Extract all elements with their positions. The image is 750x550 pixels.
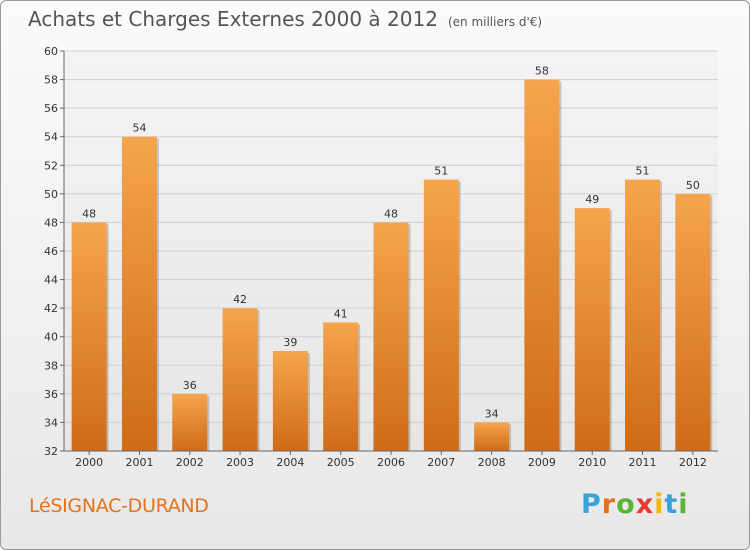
data-label: 42 [233,293,247,306]
bar [71,222,107,451]
y-tick-label: 52 [44,159,58,172]
logo-letter: x [635,489,655,520]
y-tick-label: 50 [44,188,58,201]
bar [524,79,560,452]
x-tick-label: 2010 [578,456,606,469]
chart-subtitle: (en milliers d'€) [447,15,543,29]
y-tick-label: 56 [44,102,58,115]
y-tick-label: 58 [44,74,58,87]
x-tick-label: 2005 [327,456,355,469]
bar [323,322,359,451]
y-tick-label: 42 [44,302,58,315]
y-tick-label: 44 [44,274,58,287]
proxiti-logo: Proxiti [581,489,689,520]
bar [272,351,308,451]
logo-letter: P [581,489,602,520]
y-tick-label: 46 [44,245,58,258]
chart-title: Achats et Charges Externes 2000 à 2012 (e… [28,7,542,31]
data-label: 51 [636,165,650,178]
x-tick-label: 2008 [478,456,506,469]
data-label: 41 [334,307,348,320]
bar [172,393,208,451]
data-label: 54 [132,122,146,135]
y-tick-label: 48 [44,216,58,229]
bar [625,179,661,452]
bar [121,136,157,451]
data-label: 36 [183,379,197,392]
logo-letter: o [616,489,636,520]
x-tick-label: 2000 [75,456,103,469]
y-tick-label: 38 [44,359,58,372]
y-tick-label: 32 [44,445,58,458]
x-tick-label: 2007 [427,456,455,469]
data-label: 48 [82,207,96,220]
data-label: 39 [283,336,297,349]
x-tick-label: 2009 [528,456,556,469]
x-tick-label: 2004 [276,456,304,469]
logo-letter: t [664,489,679,520]
data-label: 58 [535,65,549,78]
data-label: 48 [384,207,398,220]
x-tick-label: 2012 [679,456,707,469]
bar [222,308,258,451]
y-tick-label: 54 [44,131,58,144]
bar [474,422,510,451]
x-tick-label: 2011 [629,456,657,469]
y-tick-label: 34 [44,416,58,429]
logo-letter: r [601,489,617,520]
bar [423,179,459,452]
data-label: 50 [686,179,700,192]
bar [675,193,711,451]
y-tick-label: 36 [44,388,58,401]
y-tick-label: 40 [44,331,58,344]
bar [373,222,409,451]
bar [574,208,610,451]
data-label: 49 [585,193,599,206]
data-label: 34 [485,407,499,420]
data-label: 51 [434,165,448,178]
commune-name: LéSIGNAC-DURAND [29,495,209,517]
chart-title-main: Achats et Charges Externes 2000 à 2012 [28,7,438,31]
x-tick-label: 2003 [226,456,254,469]
x-tick-label: 2006 [377,456,405,469]
y-tick-label: 60 [44,45,58,58]
x-tick-label: 2001 [125,456,153,469]
logo-letter: i [654,489,665,520]
logo-letter: i [678,489,689,520]
x-tick-label: 2002 [176,456,204,469]
